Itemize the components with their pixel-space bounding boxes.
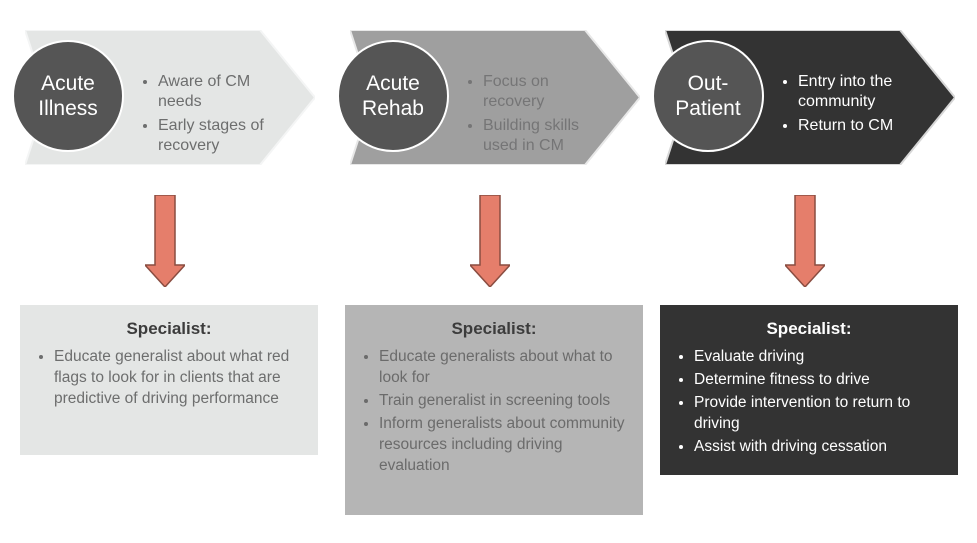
specialist-list: Educate generalists about what to look f… (361, 347, 627, 477)
specialist-list: Evaluate drivingDetermine fitness to dri… (676, 347, 942, 458)
specialist-title: Specialist: (36, 319, 302, 339)
stage-bullet-item: Focus on recovery (483, 72, 610, 112)
stage-bullet-item: Building skills used in CM (483, 116, 610, 156)
specialist-list-item: Educate generalists about what to look f… (379, 347, 627, 389)
specialist-list-item: Evaluate driving (694, 347, 942, 368)
stage-bullet-item: Return to CM (798, 116, 925, 136)
specialist-box-out-patient: Specialist: Evaluate drivingDetermine fit… (660, 305, 958, 475)
stage-circle-acute-rehab: Acute Rehab (337, 40, 449, 152)
down-arrow-out-patient (785, 195, 825, 292)
stage-bullet-item: Early stages of recovery (158, 116, 285, 156)
stage-circle-acute-illness: Acute Illness (12, 40, 124, 152)
specialist-list: Educate generalist about what red flags … (36, 347, 302, 410)
stage-bullets-acute-illness: Aware of CM needsEarly stages of recover… (140, 72, 285, 160)
stage-bullet-item: Entry into the community (798, 72, 925, 112)
specialist-list-item: Train generalist in screening tools (379, 391, 627, 412)
specialist-box-acute-rehab: Specialist: Educate generalists about wha… (345, 305, 643, 515)
specialist-list-item: Provide intervention to return to drivin… (694, 393, 942, 435)
down-arrow-acute-rehab (470, 195, 510, 292)
specialist-list-item: Educate generalist about what red flags … (54, 347, 302, 410)
specialist-list-item: Inform generalists about community resou… (379, 414, 627, 477)
stage-circle-label: Out- Patient (675, 71, 740, 121)
specialist-title: Specialist: (361, 319, 627, 339)
stage-circle-out-patient: Out- Patient (652, 40, 764, 152)
stage-bullets-out-patient: Entry into the community Return to CM (780, 72, 925, 140)
specialist-list-item: Assist with driving cessation (694, 437, 942, 458)
down-arrow-acute-illness (145, 195, 185, 292)
stage-bullets-acute-rehab: Focus on recoveryBuilding skills used in… (465, 72, 610, 160)
stage-circle-label: Acute Illness (38, 71, 98, 121)
specialist-box-acute-illness: Specialist: Educate generalist about what… (20, 305, 318, 455)
stage-bullet-item: Aware of CM needs (158, 72, 285, 112)
stage-circle-label: Acute Rehab (362, 71, 424, 121)
specialist-list-item: Determine fitness to drive (694, 370, 942, 391)
specialist-title: Specialist: (676, 319, 942, 339)
